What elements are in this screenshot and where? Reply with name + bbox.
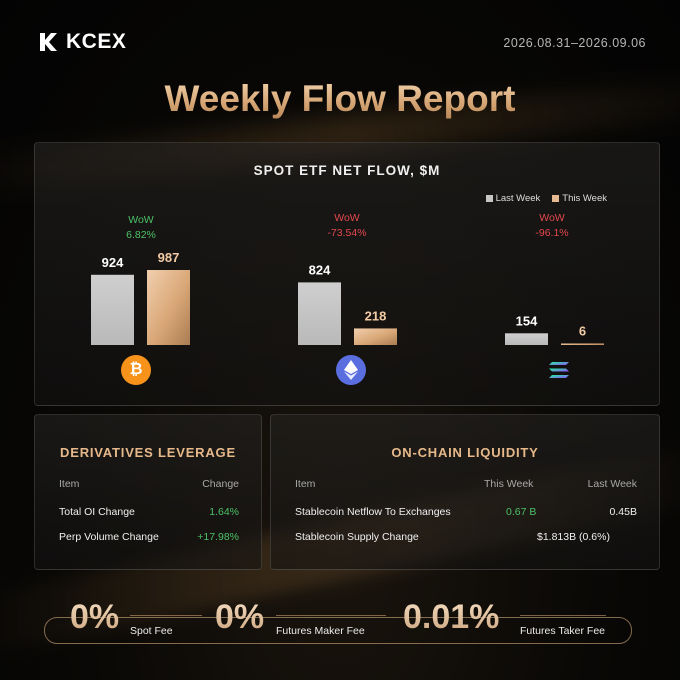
logo: KCEX bbox=[38, 30, 126, 54]
brand-name: KCEX bbox=[66, 30, 127, 53]
fee-divider bbox=[130, 615, 202, 616]
wow-label-sol: WoW -96.1% bbox=[535, 212, 569, 239]
futures-maker-fee-label: Futures Maker Fee bbox=[276, 625, 365, 637]
data-label-eth-this-week: 218 bbox=[365, 308, 387, 323]
futures-maker-fee-value: 0% bbox=[215, 598, 265, 636]
chart-legend: Last Week This Week bbox=[485, 193, 607, 204]
kcex-logo-icon bbox=[40, 33, 57, 51]
bar-eth-this-week bbox=[354, 328, 397, 345]
onchain-title: ON-CHAIN LIQUIDITY bbox=[391, 445, 539, 460]
onchain-header-this-week: This Week bbox=[484, 478, 534, 490]
onchain-row-this-week: 0.67 B bbox=[506, 506, 537, 518]
fee-divider bbox=[520, 615, 606, 616]
data-label-btc-last-week: 924 bbox=[102, 255, 124, 270]
derivatives-row-item: Perp Volume Change bbox=[59, 531, 159, 543]
onchain-header-item: Item bbox=[295, 478, 316, 490]
onchain-row-item: Stablecoin Supply Change bbox=[295, 531, 419, 543]
derivatives-row-change: +17.98% bbox=[197, 531, 239, 543]
derivatives-row-change: 1.64% bbox=[209, 506, 239, 518]
derivatives-leverage-panel: DERIVATIVES LEVERAGE Item Change Total O… bbox=[34, 414, 262, 570]
wow-label-btc: WoW 6.82% bbox=[126, 214, 156, 241]
etf-bar-chart: 924 987 824 218 154 6 bbox=[91, 250, 604, 345]
spot-fee-label: Spot Fee bbox=[130, 625, 173, 637]
data-label-eth-last-week: 824 bbox=[309, 262, 331, 277]
derivatives-row-item: Total OI Change bbox=[59, 506, 135, 518]
onchain-liquidity-panel: ON-CHAIN LIQUIDITY Item This Week Last W… bbox=[270, 414, 660, 570]
wow-label-eth: WoW -73.54% bbox=[327, 212, 367, 239]
futures-taker-fee-value: 0.01% bbox=[403, 598, 500, 636]
solana-icon bbox=[544, 355, 574, 385]
fee-divider bbox=[276, 615, 386, 616]
bitcoin-icon: ₿ bbox=[121, 355, 151, 385]
derivatives-title: DERIVATIVES LEVERAGE bbox=[60, 445, 236, 460]
data-label-btc-this-week: 987 bbox=[158, 250, 180, 265]
onchain-header-last-week: Last Week bbox=[587, 478, 637, 490]
bar-btc-this-week bbox=[147, 270, 190, 345]
onchain-row-last-week: 0.45B bbox=[609, 506, 637, 518]
ethereum-icon bbox=[336, 355, 366, 385]
legend-item-this-week: This Week bbox=[552, 193, 607, 204]
chart-title: SPOT ETF NET FLOW, $M bbox=[253, 163, 441, 178]
onchain-row-value: $1.813B (0.6%) bbox=[537, 531, 610, 543]
bar-btc-last-week bbox=[91, 274, 134, 345]
legend-item-last-week: Last Week bbox=[485, 193, 540, 204]
bar-sol-this-week bbox=[561, 343, 604, 345]
futures-taker-fee-label: Futures Taker Fee bbox=[520, 625, 606, 637]
date-range: 2026.08.31–2026.09.06 bbox=[503, 36, 646, 50]
data-label-sol-this-week: 6 bbox=[579, 324, 586, 339]
page-title: Weekly Flow Report bbox=[0, 78, 680, 120]
derivatives-header-change: Change bbox=[202, 478, 239, 490]
onchain-row-item: Stablecoin Netflow To Exchanges bbox=[295, 506, 451, 518]
bar-sol-last-week bbox=[505, 333, 548, 345]
bar-eth-last-week bbox=[298, 282, 341, 345]
derivatives-header-item: Item bbox=[59, 478, 80, 490]
spot-etf-panel: SPOT ETF NET FLOW, $M Last Week This Wee… bbox=[34, 142, 660, 406]
spot-fee-value: 0% bbox=[70, 598, 120, 636]
data-label-sol-last-week: 154 bbox=[516, 313, 538, 328]
fee-banner bbox=[44, 617, 632, 644]
